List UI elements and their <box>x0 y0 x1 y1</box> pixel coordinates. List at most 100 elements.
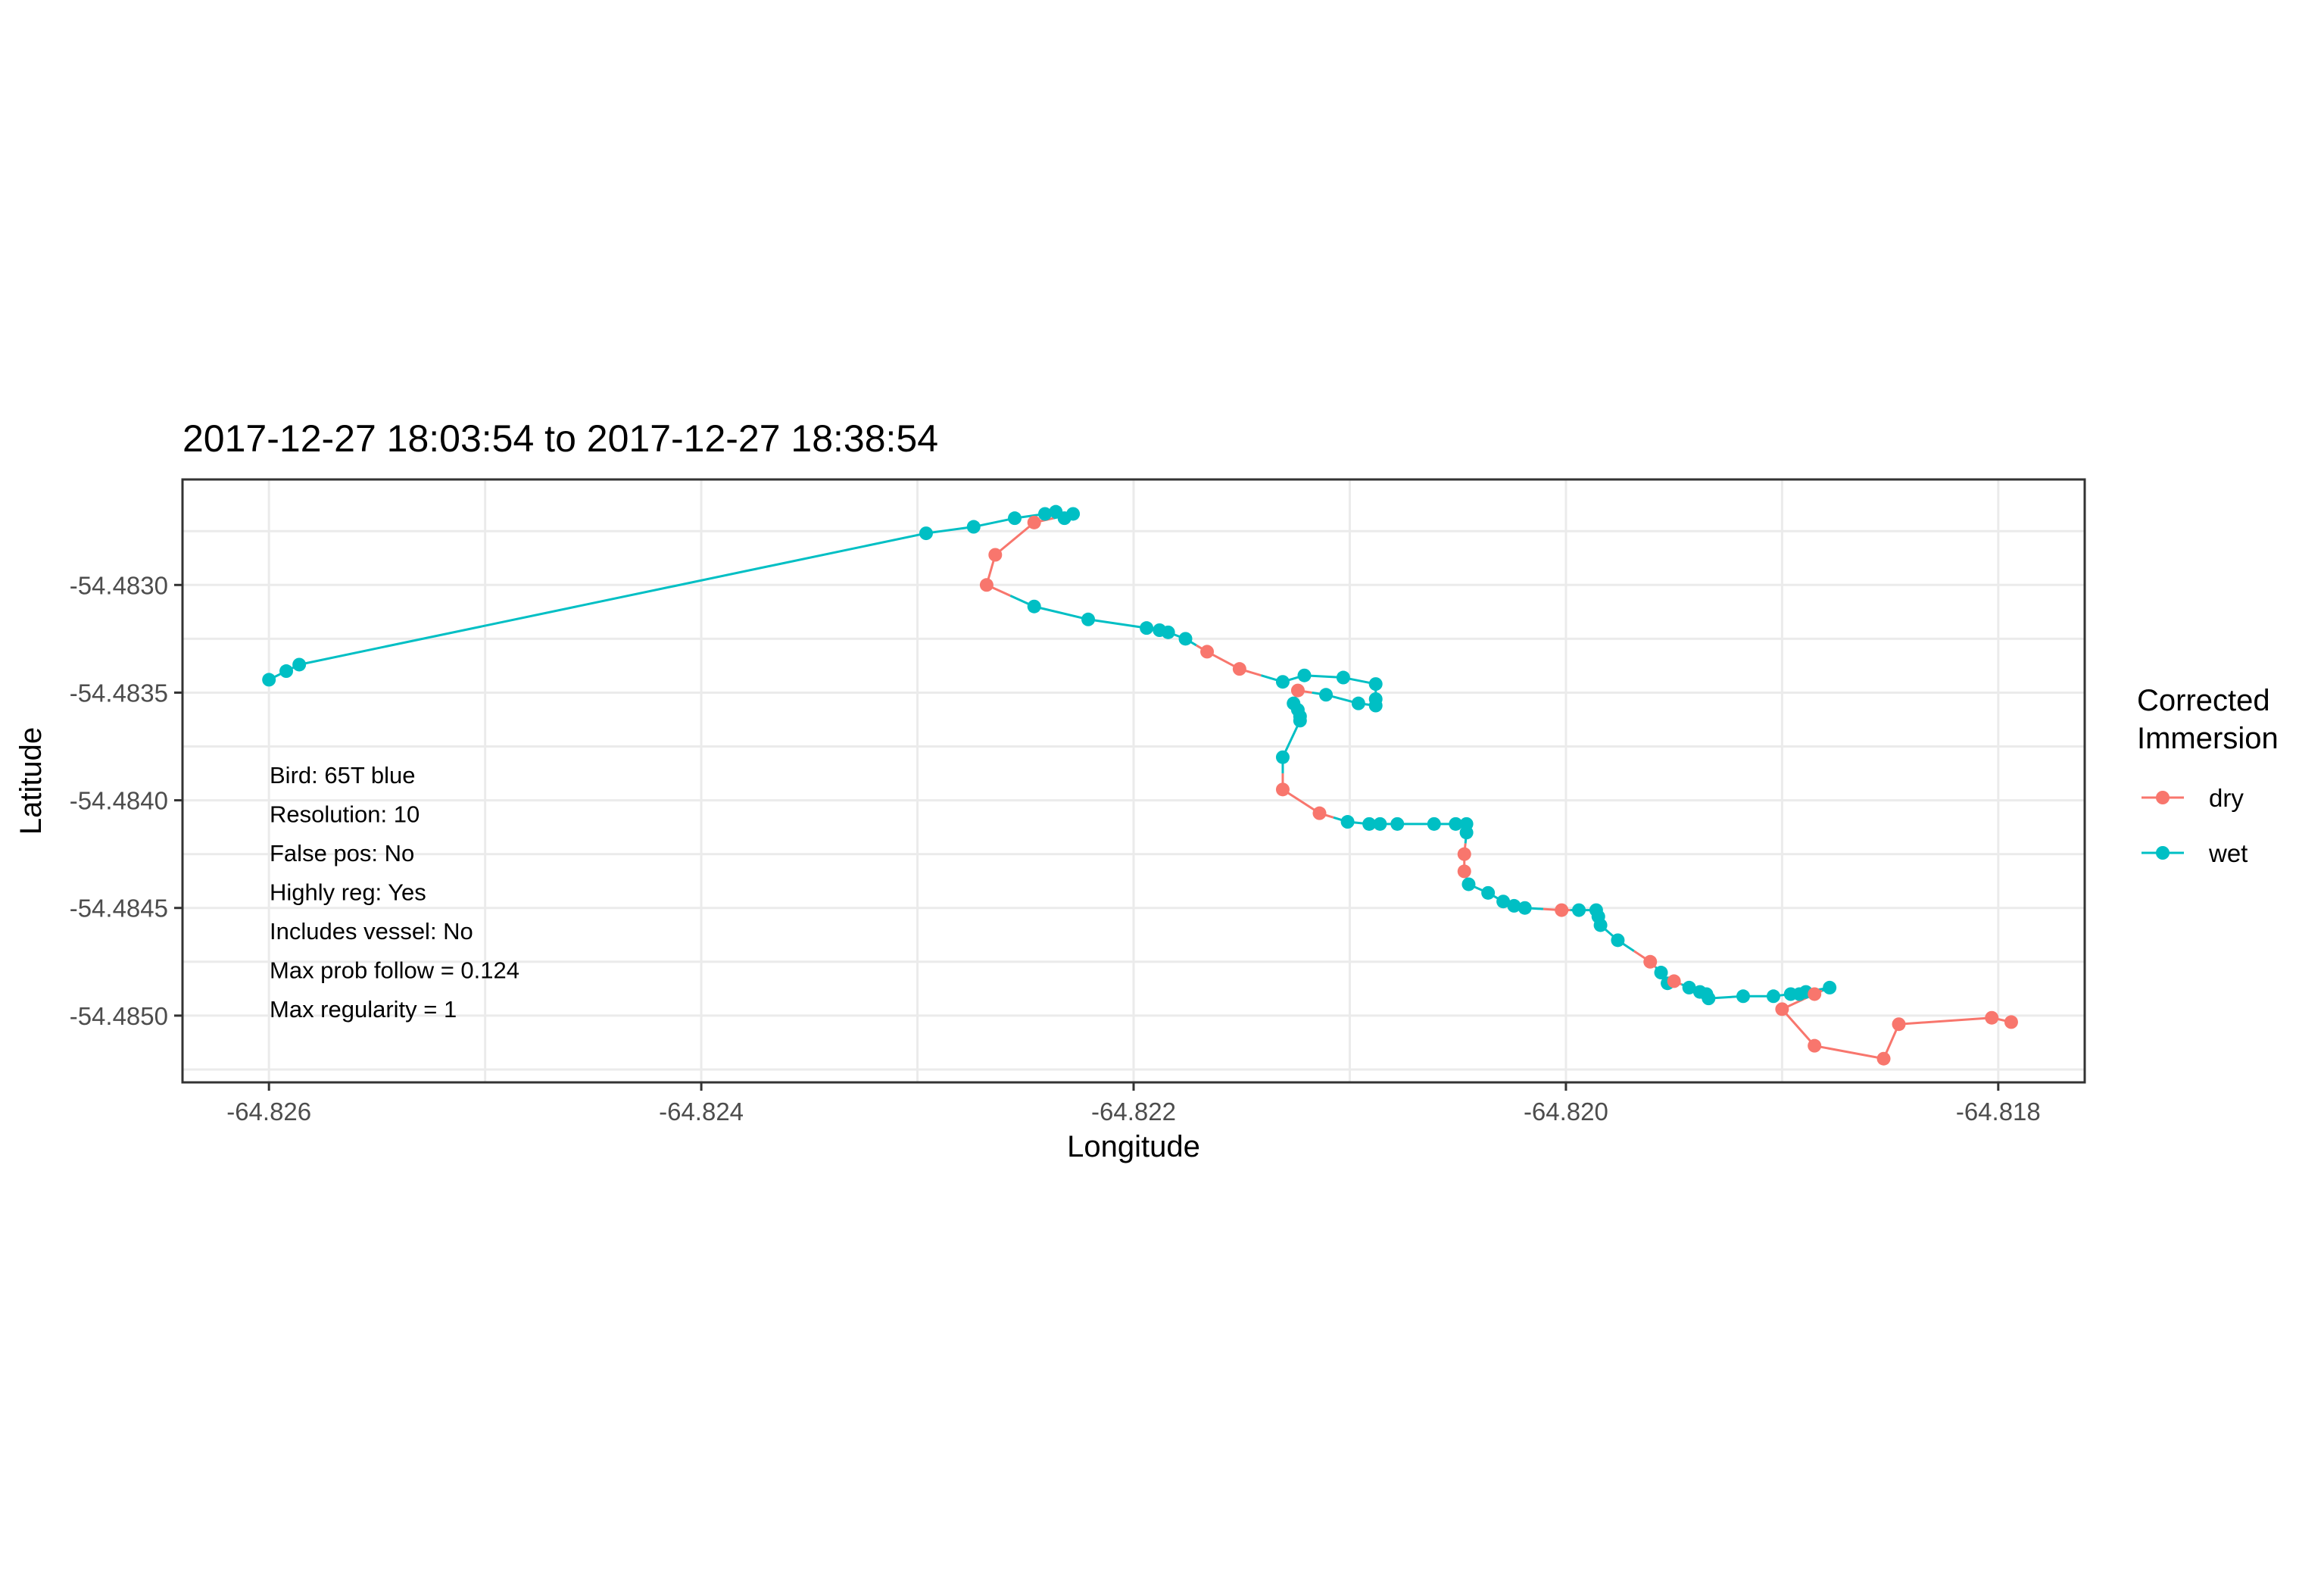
legend-title: Corrected <box>2137 684 2270 717</box>
legend-title: Immersion <box>2137 722 2279 755</box>
point-dry <box>2004 1015 2018 1029</box>
y-axis: -54.4830 -54.4835 -54.4840 -54.4845 -54.4850 <box>70 571 182 1030</box>
y-tick-label: -54.4835 <box>70 679 168 707</box>
point-dry <box>1775 1002 1789 1016</box>
x-tick-label: -64.822 <box>1091 1098 1176 1126</box>
point-dry <box>1808 987 1822 1001</box>
chart-title: 2017-12-27 18:03:54 to 2017-12-27 18:38:… <box>182 417 938 460</box>
point-dry <box>1200 645 1215 659</box>
point-wet <box>1081 612 1096 626</box>
point-wet <box>1702 991 1716 1006</box>
point-wet <box>1459 826 1474 840</box>
track-segment <box>973 517 1015 529</box>
annotation-line: Highly reg: Yes <box>270 879 426 906</box>
point-dry <box>1290 683 1305 698</box>
point-wet <box>1275 750 1290 764</box>
legend: Corrected Immersion dry wet <box>2137 684 2279 867</box>
point-wet <box>1461 877 1476 891</box>
point-wet <box>1368 677 1383 692</box>
point-dry <box>1232 662 1246 676</box>
point-wet <box>1736 989 1750 1004</box>
y-tick-label: -54.4830 <box>70 571 168 599</box>
track-points <box>262 504 2018 1066</box>
track-segment <box>1814 1044 1884 1060</box>
y-tick-label: -54.4840 <box>70 787 168 815</box>
point-wet <box>1518 901 1532 915</box>
legend-label-wet: wet <box>2208 839 2248 867</box>
track-segment <box>298 532 927 666</box>
track-segment <box>1034 605 1089 621</box>
point-wet <box>1037 507 1052 521</box>
point-wet <box>1362 817 1377 831</box>
annotation-line: Max prob follow = 0.124 <box>270 957 519 984</box>
point-wet <box>1336 670 1350 685</box>
y-tick-label: -54.4845 <box>70 895 168 923</box>
point-wet <box>1297 668 1312 682</box>
point-dry <box>1643 954 1658 969</box>
point-wet <box>1481 885 1496 900</box>
point-dry <box>1808 1038 1822 1053</box>
point-wet <box>1654 966 1668 980</box>
track-segment <box>1781 1008 1816 1047</box>
point-dry <box>1667 974 1681 988</box>
point-dry <box>1457 847 1471 861</box>
point-dry <box>979 578 994 592</box>
point-wet <box>1611 933 1625 948</box>
point-wet <box>1351 696 1365 710</box>
point-wet <box>262 673 276 687</box>
point-dry <box>1275 782 1290 797</box>
point-wet <box>1449 817 1463 831</box>
point-wet <box>1140 621 1154 635</box>
point-dry <box>1876 1051 1891 1066</box>
x-tick-label: -64.818 <box>1956 1098 2041 1126</box>
track-segment <box>1087 618 1147 629</box>
x-tick-label: -64.824 <box>659 1098 744 1126</box>
legend-key-point <box>2156 791 2170 804</box>
x-axis: -64.826 -64.824 -64.822 -64.820 -64.818 <box>226 1082 2041 1126</box>
point-wet <box>1066 507 1081 521</box>
point-wet <box>1766 989 1780 1004</box>
track-segment <box>925 526 974 535</box>
point-wet <box>1293 713 1307 728</box>
y-tick-label: -54.4850 <box>70 1002 168 1030</box>
point-dry <box>1555 903 1569 917</box>
point-wet <box>1823 980 1837 995</box>
point-wet <box>1161 625 1175 639</box>
annotation-line: Max regularity = 1 <box>270 996 457 1023</box>
point-wet <box>1427 817 1441 831</box>
x-axis-title: Longitude <box>1067 1130 1200 1163</box>
point-wet <box>1496 895 1511 909</box>
point-wet <box>1340 815 1355 829</box>
point-wet <box>1593 918 1608 932</box>
point-dry <box>988 548 1003 562</box>
point-wet <box>1572 903 1586 917</box>
annotation-block: Bird: 65T blue Resolution: 10 False pos: N… <box>270 762 519 1023</box>
point-wet <box>279 664 294 679</box>
point-wet <box>1373 817 1387 831</box>
point-dry <box>1457 864 1471 879</box>
point-wet <box>919 526 933 541</box>
track-segment <box>1282 788 1321 814</box>
x-tick-label: -64.820 <box>1524 1098 1608 1126</box>
point-wet <box>1319 688 1334 702</box>
track-segment <box>1898 1016 1992 1026</box>
legend-key-point <box>2156 846 2170 860</box>
point-wet <box>1275 675 1290 689</box>
point-wet <box>1027 599 1041 614</box>
annotation-line: Bird: 65T blue <box>270 762 415 788</box>
x-tick-label: -64.826 <box>226 1098 311 1126</box>
point-wet <box>1390 817 1405 831</box>
track-segment <box>994 521 1035 556</box>
point-wet <box>1178 632 1193 646</box>
point-wet <box>1682 980 1696 995</box>
point-wet <box>966 520 981 534</box>
y-axis-title: Latitude <box>14 727 48 835</box>
point-wet <box>1008 511 1022 526</box>
point-dry <box>1312 806 1327 820</box>
annotation-line: Resolution: 10 <box>270 801 420 828</box>
annotation-line: False pos: No <box>270 840 414 867</box>
point-wet <box>1368 698 1383 713</box>
annotation-line: Includes vessel: No <box>270 918 473 945</box>
point-dry <box>1985 1010 1999 1025</box>
